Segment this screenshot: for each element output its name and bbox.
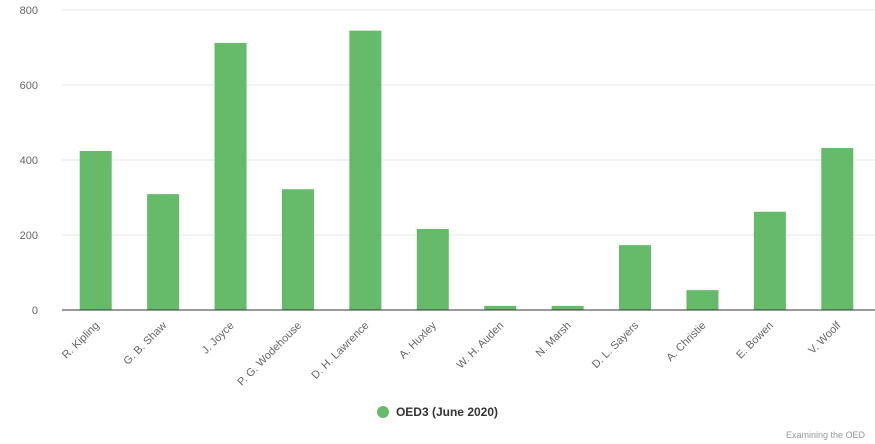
bar[interactable] [821, 148, 854, 310]
legend-label: OED3 (June 2020) [395, 405, 499, 419]
y-tick-label: 600 [20, 80, 38, 92]
bar[interactable] [551, 305, 584, 310]
x-tick-label: N. Marsh [534, 320, 574, 360]
bar[interactable] [753, 211, 786, 310]
x-tick-label: D. H. Lawrence [309, 320, 371, 382]
x-tick-label: W. H. Auden [455, 320, 507, 372]
bar[interactable] [349, 30, 382, 310]
bar[interactable] [416, 229, 449, 310]
x-tick-label: V. Woolf [806, 319, 844, 357]
x-tick-label: P. G. Wodehouse [235, 320, 304, 389]
bar[interactable] [619, 245, 652, 310]
x-tick-label: D. L. Sayers [590, 319, 642, 371]
bar[interactable] [79, 151, 112, 310]
bar[interactable] [281, 189, 314, 310]
bar[interactable] [147, 194, 180, 310]
legend-swatch [376, 406, 389, 418]
y-tick-label: 800 [20, 5, 38, 17]
x-tick-label: R. Kipling [60, 320, 102, 362]
x-tick-label: A. Huxley [397, 319, 439, 361]
bar[interactable] [686, 290, 719, 310]
chart-credit[interactable]: Examining the OED [785, 430, 865, 440]
x-tick-label: E. Bowen [734, 320, 776, 362]
x-tick-label: G. B. Shaw [121, 320, 169, 368]
y-tick-label: 400 [20, 155, 38, 167]
y-tick-label: 200 [20, 230, 38, 242]
bar[interactable] [484, 305, 517, 310]
bar[interactable] [214, 43, 247, 310]
legend[interactable]: OED3 (June 2020) [0, 405, 875, 419]
y-tick-label: 0 [32, 305, 38, 317]
x-tick-label: A. Christie [664, 320, 708, 364]
x-tick-label: J. Joyce [200, 320, 237, 357]
